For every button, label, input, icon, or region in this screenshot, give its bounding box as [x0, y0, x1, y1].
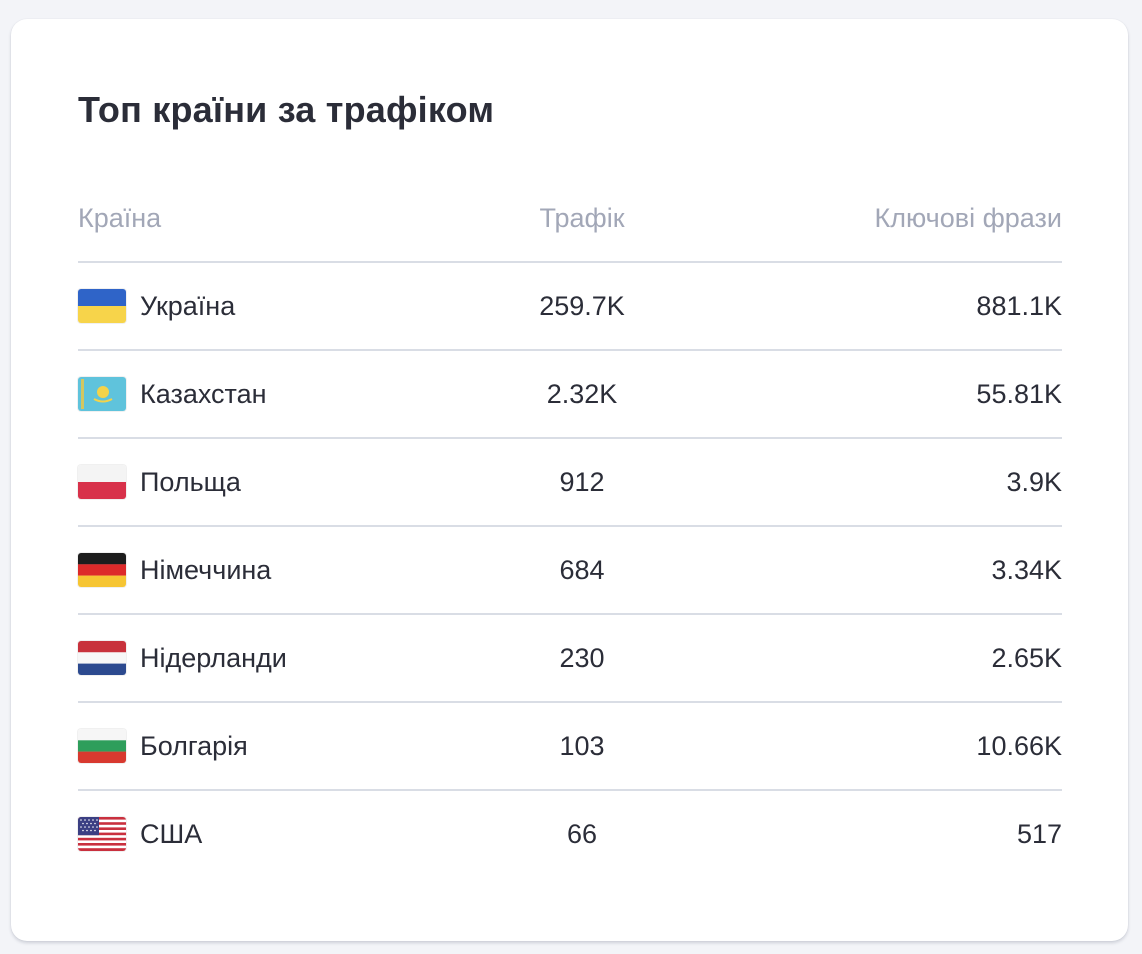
traffic-value: 103	[559, 730, 605, 761]
table-row[interactable]: Польща 912 3.9K	[78, 439, 1062, 527]
kazakhstan-flag-icon	[78, 377, 126, 411]
country-name: Україна	[140, 290, 236, 321]
country-cell: Україна	[78, 263, 478, 349]
table-row[interactable]: Нідерланди 230 2.65K	[78, 615, 1062, 703]
country-name: Болгарія	[140, 730, 248, 761]
country-name: Нідерланди	[140, 642, 287, 673]
usa-flag-icon	[78, 817, 126, 851]
germany-flag-icon	[78, 553, 126, 587]
traffic-value: 259.7K	[539, 290, 625, 321]
country-cell: Нідерланди	[78, 615, 478, 701]
country-cell: Німеччина	[78, 527, 478, 613]
country-name: США	[140, 818, 203, 849]
keywords-value: 10.66K	[976, 730, 1062, 761]
table-row[interactable]: Болгарія 103 10.66K	[78, 703, 1062, 791]
country-name: Польща	[140, 466, 241, 497]
table-row[interactable]: Казахстан 2.32K 55.81K	[78, 351, 1062, 439]
table-row[interactable]: Україна 259.7K 881.1K	[78, 263, 1062, 351]
country-cell: Казахстан	[78, 351, 478, 437]
ukraine-flag-icon	[78, 289, 126, 323]
table-row[interactable]: США 66 517	[78, 791, 1062, 877]
card-title: Топ країни за трафіком	[78, 89, 495, 130]
traffic-value: 912	[559, 466, 605, 497]
keywords-value: 517	[1016, 818, 1062, 849]
netherlands-flag-icon	[78, 641, 126, 675]
header-country[interactable]: Країна	[78, 203, 162, 233]
keywords-value: 3.9K	[1006, 466, 1062, 497]
country-name: Німеччина	[140, 554, 272, 585]
keywords-value: 881.1K	[976, 290, 1062, 321]
traffic-value: 66	[566, 818, 598, 849]
country-cell: Польща	[78, 439, 478, 525]
poland-flag-icon	[78, 465, 126, 499]
header-traffic[interactable]: Трафік	[539, 203, 625, 233]
header-keywords[interactable]: Ключові фрази	[874, 203, 1062, 233]
bulgaria-flag-icon	[78, 729, 126, 763]
keywords-value: 2.65K	[991, 642, 1062, 673]
countries-table: Країна Трафік Ключові фрази Україна 259.…	[78, 191, 1062, 877]
traffic-value: 230	[559, 642, 605, 673]
country-cell: Болгарія	[78, 703, 478, 789]
country-cell: США	[78, 791, 478, 877]
traffic-value: 684	[559, 554, 605, 585]
country-name: Казахстан	[140, 378, 267, 409]
keywords-value: 55.81K	[976, 378, 1062, 409]
traffic-value: 2.32K	[546, 378, 618, 409]
table-header-row: Країна Трафік Ключові фрази	[78, 191, 1062, 263]
keywords-value: 3.34K	[991, 554, 1062, 585]
top-countries-card: Топ країни за трафіком Країна Трафік Клю…	[11, 19, 1128, 941]
table-row[interactable]: Німеччина 684 3.34K	[78, 527, 1062, 615]
